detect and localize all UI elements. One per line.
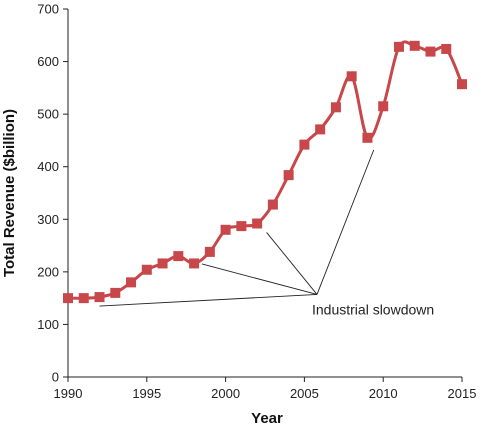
data-point-marker bbox=[252, 218, 263, 229]
annotation-pointer-line bbox=[99, 294, 318, 307]
y-tick-label: 200 bbox=[37, 264, 59, 279]
data-point-marker bbox=[283, 170, 294, 181]
data-point-marker bbox=[457, 79, 467, 90]
annotation-pointer-line bbox=[266, 232, 318, 295]
data-point-marker bbox=[220, 224, 231, 235]
series-layer bbox=[63, 40, 467, 304]
x-tick-label: 1990 bbox=[54, 386, 83, 401]
x-tick-label: 2000 bbox=[211, 386, 240, 401]
y-ticks: 0 100 200 300 400 500 600 700 bbox=[37, 2, 68, 385]
x-tick-label: 2005 bbox=[290, 386, 319, 401]
y-tick-label: 400 bbox=[37, 159, 59, 174]
x-tick-label: 2010 bbox=[369, 386, 398, 401]
data-point-marker bbox=[409, 40, 420, 51]
data-point-marker bbox=[299, 139, 310, 150]
data-point-marker bbox=[346, 71, 357, 82]
x-axis-title: Year bbox=[251, 410, 283, 427]
data-point-marker bbox=[78, 293, 89, 304]
data-point-marker bbox=[236, 221, 247, 232]
data-point-marker bbox=[63, 293, 73, 304]
data-point-marker bbox=[94, 292, 105, 303]
data-point-marker bbox=[157, 258, 168, 269]
data-point-marker bbox=[393, 41, 404, 52]
data-point-marker bbox=[141, 264, 152, 275]
series-line bbox=[67, 40, 464, 300]
y-tick-label: 700 bbox=[37, 2, 59, 17]
data-point-marker bbox=[330, 102, 341, 113]
y-tick-label: 100 bbox=[37, 317, 59, 332]
axes bbox=[67, 9, 462, 378]
data-point-marker bbox=[204, 246, 215, 257]
data-point-marker bbox=[110, 287, 121, 298]
data-point-marker bbox=[315, 124, 326, 135]
data-point-marker bbox=[267, 199, 278, 210]
x-ticks: 1990 1995 2000 2005 2010 2015 bbox=[54, 377, 477, 401]
data-point-marker bbox=[441, 43, 452, 54]
y-axis-title: Total Revenue ($billion) bbox=[1, 109, 18, 277]
y-tick-label: 300 bbox=[37, 212, 59, 227]
y-tick-label: 600 bbox=[37, 54, 59, 69]
annotation-pointer-line bbox=[201, 263, 318, 295]
y-tick-label: 500 bbox=[37, 107, 59, 122]
x-tick-label: 1995 bbox=[132, 386, 161, 401]
annotations: Industrial slowdown bbox=[99, 149, 434, 317]
data-point-marker bbox=[425, 46, 436, 57]
annotation-pointer-line bbox=[316, 149, 375, 295]
data-point-marker bbox=[126, 277, 137, 288]
data-point-marker bbox=[189, 258, 200, 269]
data-point-marker bbox=[378, 101, 389, 112]
x-tick-label: 2015 bbox=[448, 386, 477, 401]
annotation-label: Industrial slowdown bbox=[312, 301, 434, 317]
data-point-marker bbox=[173, 251, 184, 262]
y-tick-label: 0 bbox=[52, 370, 59, 385]
data-point-marker bbox=[362, 132, 373, 143]
